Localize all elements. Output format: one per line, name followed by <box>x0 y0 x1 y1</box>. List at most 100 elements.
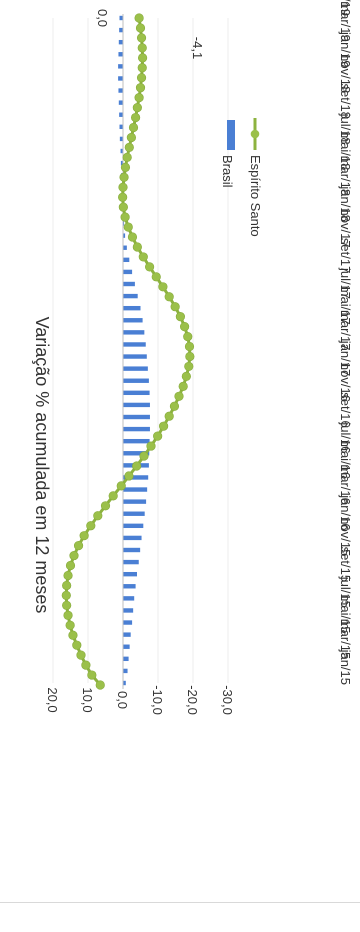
point-espirito-santo <box>118 192 128 202</box>
point-espirito-santo <box>132 461 142 471</box>
bar-brasil <box>123 390 150 396</box>
date-tick-label: jan/16 <box>338 494 353 530</box>
point-espirito-santo <box>69 550 79 561</box>
point-espirito-santo <box>137 63 147 73</box>
bar-brasil <box>118 100 123 105</box>
bar-brasil <box>123 584 136 589</box>
point-espirito-santo <box>119 172 129 182</box>
bar-brasil <box>123 245 127 250</box>
gridlines <box>52 18 229 683</box>
bar-brasil <box>123 547 141 553</box>
bar-brasil <box>123 402 150 408</box>
point-espirito-santo <box>63 610 73 620</box>
point-espirito-santo <box>124 142 134 153</box>
point-espirito-santo <box>76 650 86 660</box>
bar-brasil <box>119 15 123 21</box>
point-espirito-santo <box>174 391 184 401</box>
bar-brasil <box>123 330 145 335</box>
bar-brasil <box>118 76 123 81</box>
bar-brasil <box>123 378 149 383</box>
point-espirito-santo <box>134 93 144 103</box>
date-tick-label: mar/17 <box>338 310 353 350</box>
bar-brasil <box>123 293 138 299</box>
bar-brasil <box>123 451 150 456</box>
date-tick-label: set/15 <box>338 547 353 582</box>
bar-brasil <box>119 136 123 142</box>
bar-brasil <box>123 571 137 577</box>
date-tick-label: mai/15 <box>338 595 353 634</box>
bar-brasil <box>123 656 129 662</box>
data-label: -4,1 <box>190 37 205 59</box>
bar-brasil <box>123 511 145 516</box>
bar-brasil <box>123 221 125 226</box>
value-tick-label: 20,0 <box>45 687 60 712</box>
bar-brasil <box>118 39 123 45</box>
bar-brasil <box>123 305 141 311</box>
bar-brasil <box>119 112 123 117</box>
point-espirito-santo <box>120 212 130 222</box>
bar-brasil <box>118 88 123 93</box>
value-tick-label: 0,0 <box>115 691 130 709</box>
bar-brasil <box>123 632 131 637</box>
point-espirito-santo <box>184 361 194 372</box>
data-label: 0,0 <box>95 9 110 27</box>
bar-brasil <box>123 620 133 625</box>
point-espirito-santo <box>135 23 146 33</box>
chart-title: Variação % acumulada em 12 meses <box>32 317 52 614</box>
point-espirito-santo <box>62 600 72 610</box>
point-espirito-santo <box>68 630 78 640</box>
value-tick-label: 10,0 <box>80 687 95 712</box>
point-espirito-santo <box>131 112 141 123</box>
bar-brasil <box>118 64 123 69</box>
point-espirito-santo <box>175 312 185 322</box>
value-tick-label: -10,0 <box>150 685 165 715</box>
point-espirito-santo <box>65 620 75 630</box>
point-espirito-santo <box>118 182 128 192</box>
point-espirito-santo <box>146 441 156 451</box>
point-espirito-santo <box>184 341 195 352</box>
bar-brasil <box>120 160 123 166</box>
bar-brasil <box>118 52 123 57</box>
bar-brasil <box>123 342 146 347</box>
point-espirito-santo <box>81 660 91 670</box>
bar-brasil <box>123 366 148 371</box>
date-tick-label: mai/19 <box>338 0 353 16</box>
point-espirito-santo <box>178 381 188 391</box>
bar-brasil <box>123 487 148 492</box>
point-espirito-santo <box>65 560 76 571</box>
bar-brasil <box>123 475 149 480</box>
point-espirito-santo <box>62 580 72 591</box>
legend-marker-espirito-santo <box>250 129 260 139</box>
date-tick-label: set/16 <box>338 392 353 427</box>
bar-brasil <box>123 281 135 287</box>
bottom-divider <box>0 902 360 903</box>
point-espirito-santo <box>95 680 105 690</box>
bar-brasil <box>119 124 123 130</box>
point-espirito-santo <box>93 511 103 521</box>
point-espirito-santo <box>61 590 71 601</box>
point-espirito-santo <box>108 491 118 501</box>
date-tick-label: nov/17 <box>338 209 353 248</box>
bar-brasil <box>123 668 128 674</box>
date-tick-label: mar/16 <box>338 464 353 504</box>
point-espirito-santo <box>138 252 148 262</box>
bar-brasil <box>123 269 133 275</box>
bar-brasil <box>123 233 126 238</box>
point-espirito-santo <box>137 43 147 53</box>
bar-brasil <box>120 148 123 154</box>
date-tick-label: mai/17 <box>338 286 353 325</box>
date-tick-label: nov/15 <box>338 517 353 556</box>
point-espirito-santo <box>122 152 132 162</box>
date-tick-label: nov/16 <box>338 363 353 402</box>
bar-brasil <box>123 644 130 649</box>
espirito-santo-line <box>61 13 195 690</box>
point-espirito-santo <box>169 401 180 411</box>
point-espirito-santo <box>132 102 142 113</box>
date-tick-label: set/18 <box>338 84 353 119</box>
point-espirito-santo <box>180 322 190 332</box>
point-espirito-santo <box>164 292 174 302</box>
date-tick-label: mar/18 <box>338 156 353 196</box>
bar-brasil <box>123 559 139 565</box>
point-espirito-santo <box>72 640 82 650</box>
